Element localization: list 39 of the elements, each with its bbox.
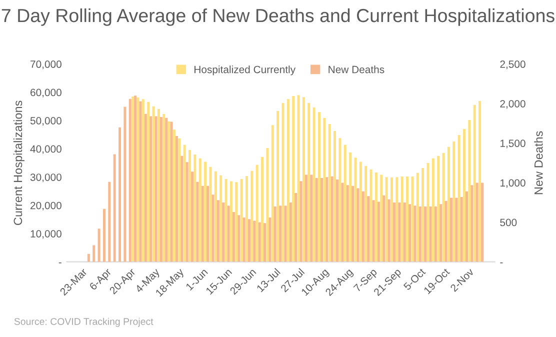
y2-tick-label: 2,500 <box>500 60 526 70</box>
bar <box>124 106 126 262</box>
y2-tick-label: 1,000 <box>500 179 526 188</box>
bar <box>266 148 269 262</box>
y-tick-label: 20,000 <box>30 202 62 210</box>
y-tick-label: - <box>58 262 62 264</box>
y2-axis-title: New Deaths <box>534 131 543 194</box>
bar <box>271 125 274 262</box>
bar <box>250 170 254 262</box>
bar <box>108 182 111 262</box>
y2-tick-label: - <box>500 262 503 264</box>
bar <box>478 101 482 262</box>
y2-tick-label: 500 <box>500 218 517 226</box>
bar <box>286 99 290 262</box>
legend-label: Hospitalized Currently <box>194 66 296 76</box>
chart-title: 7 Day Rolling Average of New Deaths and Current Hospitalizations <box>2 8 554 26</box>
bar <box>297 95 300 262</box>
bar <box>276 110 280 262</box>
y-tick-label: 40,000 <box>30 145 62 154</box>
y-axis-title: Current Hospitalizations <box>13 100 24 225</box>
bar <box>92 245 96 262</box>
legend-label: New Deaths <box>328 66 384 74</box>
bar <box>292 96 295 262</box>
bar <box>256 164 258 262</box>
bar <box>261 157 264 262</box>
y-tick-label: 60,000 <box>30 88 62 98</box>
bar <box>87 254 90 262</box>
source-note: Source: COVID Tracking Project <box>14 318 154 327</box>
bar <box>118 127 122 262</box>
bar <box>282 103 284 262</box>
bar <box>102 208 106 262</box>
y-tick-label: 30,000 <box>30 174 62 182</box>
y-tick-label: 10,000 <box>30 230 62 239</box>
y2-tick-label: 1,500 <box>500 140 526 148</box>
y2-tick-label: 2,000 <box>500 100 526 109</box>
bar <box>113 154 116 262</box>
y-tick-label: 50,000 <box>30 117 62 126</box>
y-tick-label: 70,000 <box>30 60 62 70</box>
bar <box>98 228 100 262</box>
